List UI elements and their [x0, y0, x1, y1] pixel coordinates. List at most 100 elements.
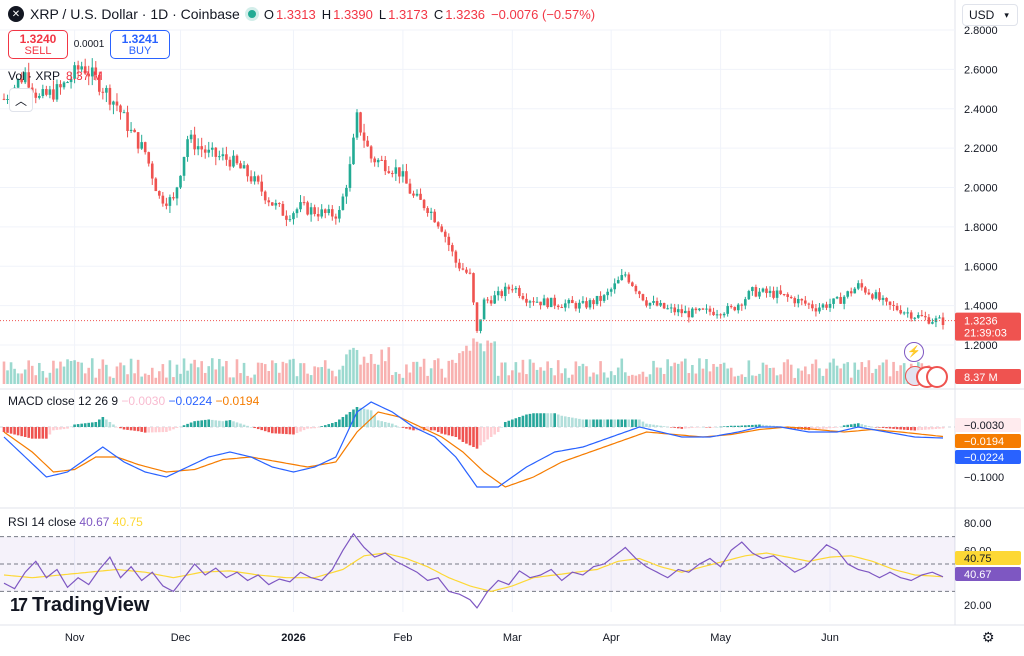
volume-bar [13, 368, 16, 384]
macd-histogram-bar [571, 417, 574, 427]
macd-histogram-bar [401, 427, 405, 428]
candle-body [330, 209, 334, 217]
volume-bar [101, 359, 105, 384]
volume-bar [486, 340, 489, 384]
candle [41, 84, 45, 99]
candle-body [525, 298, 528, 303]
sell-button[interactable]: 1.3240 SELL [8, 30, 68, 59]
candle-body [302, 202, 306, 204]
candle [581, 296, 585, 305]
candle-body [676, 309, 680, 313]
candle [525, 293, 528, 307]
collapse-legend-button[interactable]: ︿ [9, 88, 33, 112]
volume-bar [380, 349, 384, 384]
macd-histogram-bar [140, 427, 143, 432]
candle-body [239, 163, 242, 169]
candle [856, 280, 860, 291]
volume-bar [641, 371, 645, 384]
candle-body [443, 231, 447, 237]
candle-body [34, 92, 38, 98]
macd-histogram-bar [765, 425, 768, 427]
macd-histogram-bar [440, 427, 444, 434]
candle-body [659, 303, 662, 306]
macd-histogram-bar [691, 427, 694, 428]
volume-bar [366, 362, 369, 384]
macd-histogram-bar [931, 427, 934, 430]
candle-body [179, 175, 182, 188]
candle-body [147, 152, 151, 164]
macd-histogram-bar [119, 427, 122, 429]
volume-bar [581, 363, 585, 384]
macd-histogram-bar [514, 418, 518, 427]
candle [549, 297, 553, 308]
volume-bar [143, 373, 147, 384]
macd-histogram-bar [129, 427, 133, 431]
gear-icon[interactable]: ⚙ [982, 629, 995, 645]
symbol-header[interactable]: ✕ XRP / U.S. Dollar · 1D · Coinbase O 1.3… [8, 6, 601, 22]
volume-bar [489, 342, 493, 384]
volume-bar [30, 365, 34, 384]
last-price-label: 1.3236 [964, 316, 998, 328]
macd-histogram-bar [761, 424, 765, 427]
candle-body [496, 291, 500, 296]
candle-body [818, 307, 821, 312]
candle-body [454, 251, 458, 263]
macd-histogram-bar [48, 427, 52, 435]
lightning-event-icon[interactable]: ⚡ [904, 342, 924, 362]
economic-event-icon[interactable] [926, 366, 948, 388]
macd-histogram-bar [747, 425, 751, 427]
macd-histogram-bar [556, 414, 560, 427]
candle [348, 156, 352, 192]
currency-select[interactable]: USD ▾ [962, 4, 1018, 26]
candle-body [161, 195, 165, 204]
candle [66, 81, 69, 84]
buy-button[interactable]: 1.3241 BUY [110, 30, 170, 59]
volume-bar [345, 354, 348, 384]
volume-bar [415, 361, 419, 384]
market-status-icon[interactable] [247, 10, 256, 18]
candle [606, 288, 609, 300]
candle [751, 286, 754, 296]
candle [916, 312, 920, 319]
candle [302, 196, 306, 206]
volume-bar [398, 373, 401, 384]
macd-histogram-bar [34, 427, 38, 439]
macd-histogram-bar [701, 427, 705, 428]
macd-histogram-bar [405, 427, 408, 429]
candle-body [203, 149, 207, 153]
high-value: 1.3390 [333, 6, 373, 22]
volume-bar [330, 370, 334, 384]
candle [246, 163, 249, 182]
rsi-legend[interactable]: RSI 14 close 40.67 40.75 [8, 515, 143, 529]
volume-bar [814, 359, 818, 384]
macd-legend[interactable]: MACD close 12 26 9 −0.0030 −0.0224 −0.01… [8, 394, 259, 408]
macd-histogram-bar [814, 427, 818, 430]
volume-legend[interactable]: Vol · XRP 8.37 M [8, 69, 103, 83]
candle-body [270, 202, 274, 206]
candle-body [503, 286, 507, 297]
rsi-value: 40.67 [79, 515, 110, 529]
candle [334, 213, 338, 225]
candle-body [338, 209, 341, 219]
macd-histogram-bar [666, 426, 669, 428]
macd-histogram-bar [606, 419, 609, 427]
macd-histogram-bar [525, 414, 528, 427]
candle-body [740, 304, 744, 306]
macd-histogram-bar [758, 424, 761, 427]
candle-body [761, 288, 765, 292]
candle [655, 297, 659, 307]
volume-bar [542, 370, 546, 384]
macd-histogram-bar [493, 427, 496, 435]
symbol-title[interactable]: XRP / U.S. Dollar · 1D · Coinbase [30, 6, 240, 22]
candle [105, 85, 108, 103]
candle-body [112, 101, 115, 105]
macd-histogram-bar [461, 427, 465, 442]
candle [345, 184, 348, 204]
macd-histogram-bar [825, 427, 828, 429]
candle [429, 207, 433, 220]
volume-bar [793, 377, 797, 384]
macd-histogram-bar [768, 425, 772, 427]
candle-body [648, 302, 652, 306]
tradingview-logo[interactable]: 17 TradingView [10, 594, 149, 617]
